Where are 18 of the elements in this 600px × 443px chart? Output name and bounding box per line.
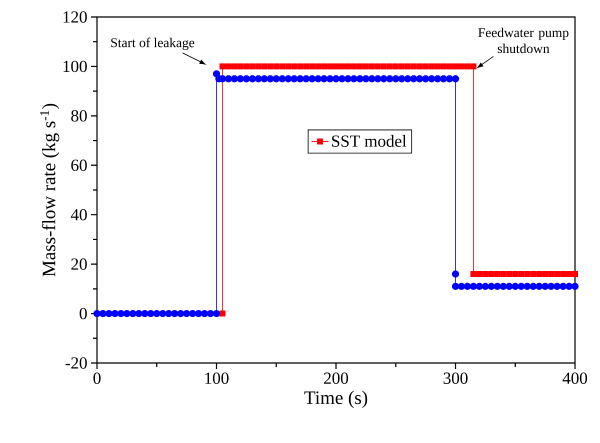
- y-tick-label: 20: [71, 258, 87, 270]
- y-tick-label: 60: [71, 160, 87, 171]
- y-tick-label: 40: [70, 208, 87, 220]
- y-tick-label: 120: [64, 11, 87, 23]
- annotation: Feedwater pump shutdown: [478, 28, 568, 54]
- x-tick-label: 300: [444, 372, 468, 384]
- y-tick-label: -20: [66, 357, 87, 369]
- x-tick-label: 100: [205, 372, 229, 384]
- legend-label: SST model: [332, 134, 406, 147]
- x-tick-label: 200: [324, 372, 348, 384]
- y-tick-label: 100: [64, 60, 87, 72]
- x-axis-title: Time (s): [304, 390, 368, 408]
- x-tick-label: 0: [93, 372, 101, 384]
- y-axis-title: Mass-flow rate (kg s$^{-1}$): [40, 104, 60, 276]
- x-tick-label: 400: [562, 372, 588, 384]
- y-tick-label: 0: [80, 308, 87, 320]
- y-tick-label: 80: [71, 110, 87, 122]
- annotation: Start of leakage: [111, 38, 194, 50]
